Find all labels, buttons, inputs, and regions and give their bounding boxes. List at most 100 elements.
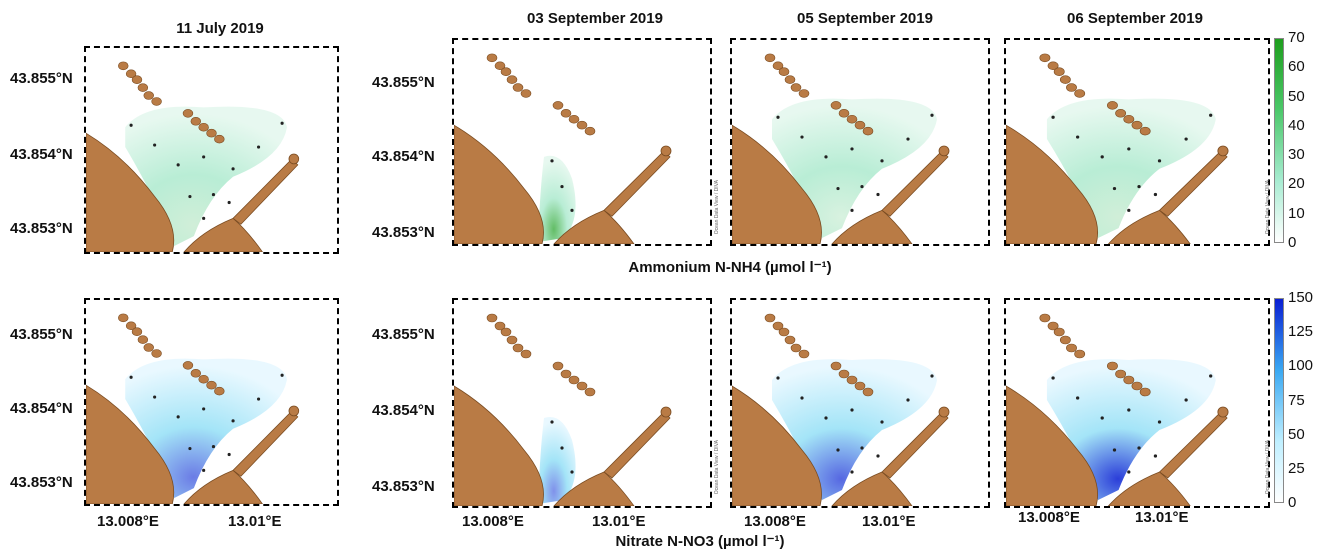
pier	[881, 411, 949, 479]
lat-label: 43.854°N	[372, 402, 435, 419]
sampling-station	[256, 145, 261, 149]
sampling-station	[202, 155, 206, 159]
sampling-station	[570, 208, 574, 212]
breakwater-block	[846, 114, 858, 124]
breakwater-block	[206, 128, 217, 138]
lat-label: 43.854°N	[10, 146, 73, 163]
colorbar-tick-label: 50	[1288, 425, 1305, 443]
breakwater-block	[1039, 313, 1051, 323]
coastline	[454, 385, 544, 506]
breakwater-block	[584, 126, 596, 136]
breakwater-block	[830, 361, 842, 371]
breakwater-block	[125, 69, 137, 79]
lat-label: 43.853°N	[372, 224, 435, 241]
breakwater-block	[1074, 89, 1086, 98]
map-svg	[454, 313, 672, 506]
sampling-station	[280, 373, 284, 377]
breakwater-block	[1074, 349, 1086, 359]
map-panel-nitrate-sep03	[452, 298, 712, 508]
lat-label: 43.853°N	[10, 474, 73, 491]
breakwater-block	[198, 374, 209, 384]
sampling-station	[176, 163, 180, 167]
lat-label: 43.854°N	[372, 148, 435, 165]
breakwater-block	[190, 369, 202, 378]
col-title-4: 06 September 2019	[1067, 10, 1203, 27]
breakwater-block	[1131, 381, 1143, 391]
map-svg	[732, 53, 950, 244]
coastline	[732, 124, 822, 244]
sampling-station	[850, 470, 854, 474]
coastline	[732, 385, 822, 506]
breakwater-block	[1066, 83, 1077, 92]
sampling-station	[1051, 115, 1055, 119]
map-panel-ammonium-sep06	[1004, 38, 1270, 246]
breakwater-block	[494, 61, 506, 71]
breakwater-block	[1066, 343, 1077, 353]
concentration-plume	[1046, 359, 1216, 500]
breakwater-block	[764, 53, 776, 63]
map-panel-ammonium-sep05	[730, 38, 990, 246]
breakwater-block	[131, 75, 143, 84]
sampling-station	[1137, 446, 1141, 450]
colorbar-tick-label: 40	[1288, 116, 1305, 134]
breakwater-block	[151, 349, 162, 358]
map-svg	[454, 53, 672, 244]
colorbar-tick-label: 70	[1288, 29, 1305, 46]
sampling-station	[880, 159, 884, 163]
sampling-station	[256, 397, 261, 401]
breakwater-block	[854, 381, 866, 391]
odv-watermark: Ocean Data View / DIVA	[1265, 440, 1271, 495]
coastline	[1006, 124, 1099, 244]
breakwater-block	[1131, 120, 1143, 130]
breakwater-block	[798, 89, 810, 98]
breakwater-block	[506, 75, 518, 84]
lon-label: 13.01°E	[592, 513, 646, 530]
row-title-ammonium: Ammonium N-NH4 (µmol l⁻¹)	[628, 259, 832, 276]
sampling-station	[153, 395, 157, 399]
breakwater-block	[568, 114, 580, 124]
sampling-station	[280, 121, 284, 125]
breakwater-block	[206, 380, 217, 390]
breakwater-block	[512, 343, 524, 353]
breakwater-block	[1123, 114, 1135, 124]
breakwater-block	[500, 327, 512, 337]
odv-watermark: Ocean Data View / DIVA	[714, 180, 720, 235]
sampling-station	[1076, 135, 1080, 139]
breakwater-block	[778, 67, 790, 76]
breakwater-block	[838, 109, 850, 118]
sampling-station	[850, 208, 854, 212]
odv-watermark: Ocean Data View / DIVA	[1265, 180, 1271, 235]
lon-label: 13.01°E	[1135, 509, 1189, 526]
breakwater-block	[143, 91, 154, 100]
colorbar-tick-label: 0	[1288, 494, 1297, 511]
sampling-station	[836, 448, 840, 452]
lon-label: 13.008°E	[1018, 509, 1080, 526]
breakwater-block	[214, 134, 225, 144]
colorbar-tick-label: 25	[1288, 459, 1305, 477]
lat-label: 43.854°N	[10, 400, 73, 417]
sampling-station	[880, 420, 884, 424]
concentration-plume	[772, 359, 937, 500]
breakwater-block	[520, 89, 532, 98]
breakwater-block	[1115, 369, 1127, 379]
breakwater-block	[198, 122, 209, 132]
pier	[1158, 411, 1228, 479]
lat-label: 43.855°N	[10, 326, 73, 343]
breakwater-block	[137, 335, 149, 344]
breakwater-block	[137, 83, 149, 92]
sampling-station	[1127, 208, 1131, 212]
coastline	[86, 384, 175, 504]
sampling-station	[176, 415, 180, 419]
concentration-plume	[538, 155, 576, 243]
sampling-station	[202, 407, 206, 411]
lon-label: 13.01°E	[862, 513, 916, 530]
pier	[881, 150, 949, 217]
sampling-station	[1153, 454, 1158, 458]
pier-head	[660, 406, 672, 418]
colorbar-tick-label: 75	[1288, 391, 1305, 409]
sampling-station	[930, 113, 934, 117]
breakwater-block	[862, 126, 874, 136]
sampling-station	[1127, 147, 1131, 151]
sampling-station	[850, 408, 854, 412]
breakwater-block	[772, 321, 784, 331]
